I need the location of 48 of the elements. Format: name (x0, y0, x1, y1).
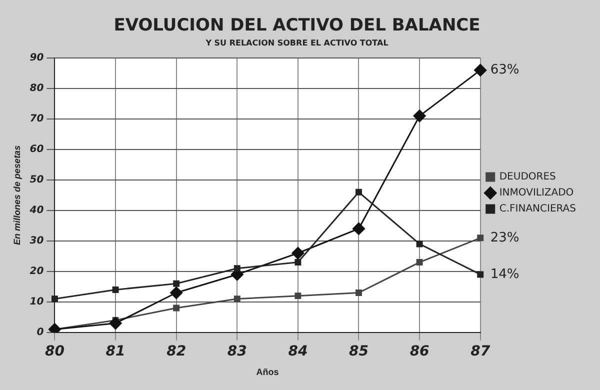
point (356, 290, 362, 296)
point (112, 286, 119, 293)
annotation: 14% (490, 266, 520, 282)
point (477, 271, 484, 278)
point (474, 64, 487, 76)
point (173, 280, 180, 287)
point (294, 259, 302, 266)
point (109, 317, 122, 330)
point (234, 296, 240, 302)
point (356, 188, 362, 196)
point (416, 240, 423, 248)
x-tick-label: 85 (349, 343, 369, 360)
point (234, 265, 240, 272)
x-axis-title: Años (256, 367, 279, 378)
point (51, 296, 58, 302)
y-tick-label: 0 (36, 326, 44, 338)
point (477, 234, 484, 242)
chart-title: EVOLUCION DEL ACTIVO DEL BALANCE (114, 16, 480, 36)
x-tick-label: 84 (288, 343, 308, 360)
point (292, 246, 304, 260)
annotation: 23% (490, 230, 520, 246)
y-axis-title: En millones de pesetas (12, 145, 22, 245)
legend-label: C.FINANCIERAS (499, 204, 576, 215)
x-tick-label: 83 (227, 343, 247, 360)
x-tick-label: 82 (166, 343, 186, 360)
y-tick-label: 30 (30, 236, 44, 247)
x-tick-label: 86 (410, 343, 430, 360)
point (173, 304, 180, 312)
y-tick-label: 70 (30, 114, 44, 125)
point (352, 222, 365, 235)
point (294, 292, 302, 300)
y-tick-label: 20 (30, 266, 44, 278)
point (416, 259, 423, 266)
legend-label: DEUDORES (499, 172, 556, 183)
x-tick-label: 87 (470, 343, 490, 360)
x-tick-label: 80 (44, 343, 65, 360)
y-tick-label: 60 (30, 144, 44, 156)
y-tick-label: 80 (30, 83, 44, 94)
y-tick-label: 50 (30, 174, 44, 186)
point (413, 110, 426, 122)
y-tick-label: 10 (30, 296, 44, 308)
y-tick-label: 90 (30, 52, 44, 64)
annotation: 63% (490, 62, 520, 78)
point (170, 286, 183, 300)
x-tick-label: 81 (106, 343, 126, 360)
legend-label: INMOVILIZADO (499, 188, 574, 199)
chart-subtitle: Y SU RELACION SOBRE EL ACTIVO TOTAL (204, 38, 388, 48)
y-tick-label: 40 (28, 205, 44, 216)
